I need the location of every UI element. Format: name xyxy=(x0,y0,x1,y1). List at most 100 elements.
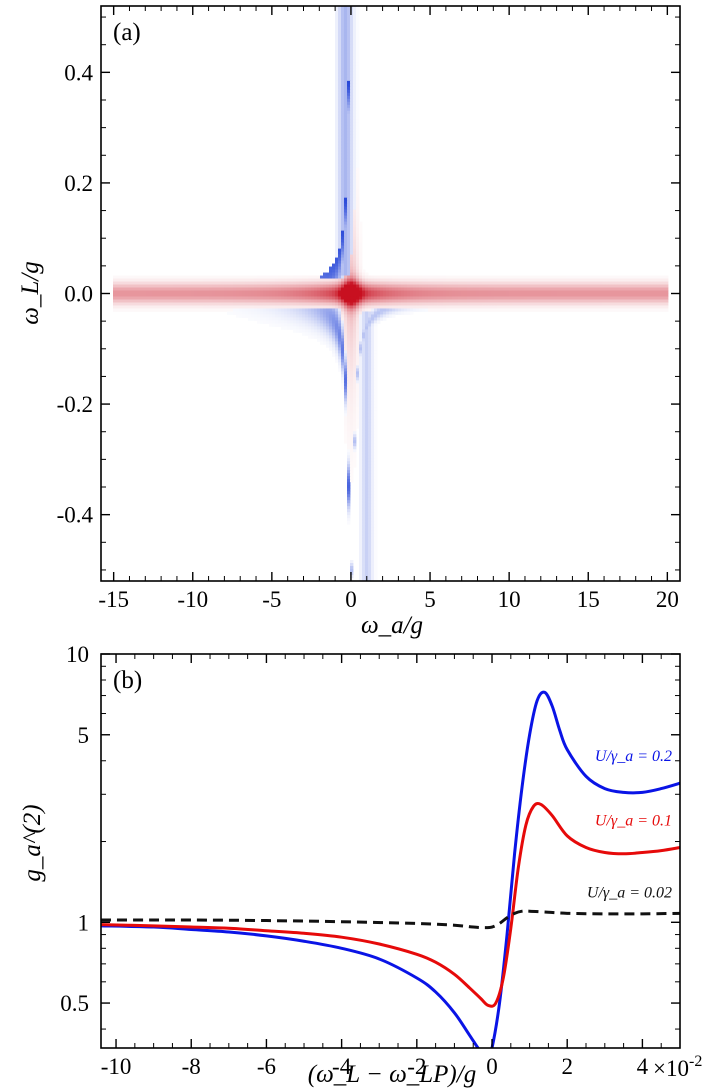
heatmap-cell xyxy=(362,275,366,279)
heatmap-cell xyxy=(605,296,609,300)
heatmap-cell xyxy=(338,233,342,237)
heatmap-cell xyxy=(260,314,264,318)
heatmap-cell xyxy=(485,278,489,282)
heatmap-cell xyxy=(335,338,339,342)
heatmap-cell xyxy=(344,260,348,264)
heatmap-cell xyxy=(458,284,462,288)
heatmap-cell xyxy=(356,407,360,411)
heatmap-cell xyxy=(407,308,411,312)
heatmap-cell xyxy=(347,497,351,501)
heatmap-cell xyxy=(362,314,366,318)
heatmap-cell xyxy=(368,398,372,402)
heatmap-cell xyxy=(362,542,366,546)
heatmap-cell xyxy=(344,434,348,438)
heatmap-cell xyxy=(356,32,360,37)
heatmap-cell xyxy=(572,302,576,306)
heatmap-cell xyxy=(347,263,351,267)
heatmap-cell xyxy=(344,422,348,426)
heatmap-cell xyxy=(335,71,339,76)
heatmap-cell xyxy=(350,53,354,58)
heatmap-cell xyxy=(362,410,366,414)
heatmap-cell xyxy=(359,233,363,237)
heatmap-cell xyxy=(335,212,339,217)
heatmap-cell xyxy=(299,287,303,291)
heatmap-cell xyxy=(197,275,201,279)
heatmap-cell xyxy=(353,74,357,79)
heatmap-cell xyxy=(335,197,339,202)
heatmap-cell xyxy=(353,383,357,387)
heatmap-cell xyxy=(341,227,345,231)
heatmap-cell xyxy=(623,278,627,282)
heatmap-cell xyxy=(404,299,408,303)
heatmap-cell xyxy=(182,302,186,306)
heatmap-cell xyxy=(326,314,330,318)
heatmap-cell xyxy=(359,335,363,339)
heatmap-cell xyxy=(635,302,639,306)
heatmap-cell xyxy=(338,56,342,61)
heatmap-cell xyxy=(410,293,414,297)
heatmap-cell xyxy=(347,512,351,516)
heatmap-cell xyxy=(248,281,252,285)
heatmap-cell xyxy=(338,224,342,229)
heatmap-cell xyxy=(371,470,375,474)
heatmap-cell xyxy=(335,353,339,357)
heatmap-cell xyxy=(347,116,351,121)
heatmap-cell xyxy=(296,299,300,303)
heatmap-cell xyxy=(392,278,396,282)
heatmap-cell xyxy=(557,296,561,300)
heatmap-cell xyxy=(479,284,483,288)
heatmap-cell xyxy=(317,326,321,330)
heatmap-cell xyxy=(275,314,279,318)
heatmap-cell xyxy=(116,278,120,282)
heatmap-cell xyxy=(326,317,330,321)
heatmap-cell xyxy=(335,140,339,145)
heatmap-cell xyxy=(542,290,546,294)
heatmap-cell xyxy=(356,260,360,264)
heatmap-cell xyxy=(188,305,192,309)
heatmap-cell xyxy=(326,338,330,342)
heatmap-cell xyxy=(341,56,345,61)
heatmap-cell xyxy=(638,290,642,294)
heatmap-cell xyxy=(221,296,225,300)
heatmap-cell xyxy=(650,302,654,306)
heatmap-cell xyxy=(416,290,420,294)
heatmap-cell xyxy=(335,242,339,246)
heatmap-cell xyxy=(479,290,483,294)
heatmap-cell xyxy=(335,56,339,61)
heatmap-cell xyxy=(371,371,375,375)
heatmap-cell xyxy=(479,281,483,285)
heatmap-cell xyxy=(341,245,345,249)
heatmap-cell xyxy=(368,284,372,288)
heatmap-cell xyxy=(347,35,351,40)
heatmap-cell xyxy=(218,296,222,300)
heatmap-cell xyxy=(611,290,615,294)
heatmap-cell xyxy=(524,296,528,300)
heatmap-cell xyxy=(353,308,357,312)
heatmap-cell xyxy=(341,194,345,199)
heatmap-cell xyxy=(365,515,369,519)
heatmap-cell xyxy=(365,425,369,429)
heatmap-cell xyxy=(281,278,285,282)
heatmap-cell xyxy=(389,275,393,279)
heatmap-cell xyxy=(332,338,336,342)
heatmap-cell xyxy=(347,347,351,351)
heatmap-cell xyxy=(230,299,234,303)
heatmap-cell xyxy=(350,26,354,31)
heatmap-cell xyxy=(125,296,129,300)
heatmap-cell xyxy=(338,83,342,88)
heatmap-cell xyxy=(311,329,315,333)
heatmap-cell xyxy=(356,110,360,115)
heatmap-cell xyxy=(131,305,135,309)
heatmap-cell xyxy=(338,299,342,303)
heatmap-cell xyxy=(362,449,366,453)
heatmap-cell xyxy=(605,290,609,294)
heatmap-cell xyxy=(164,275,168,279)
heatmap-cell xyxy=(356,131,360,136)
heatmap-cell xyxy=(347,218,351,223)
heatmap-cell xyxy=(332,320,336,324)
heatmap-cell xyxy=(353,101,357,106)
heatmap-cell xyxy=(353,179,357,184)
heatmap-cell xyxy=(173,275,177,279)
heatmap-cell xyxy=(524,281,528,285)
